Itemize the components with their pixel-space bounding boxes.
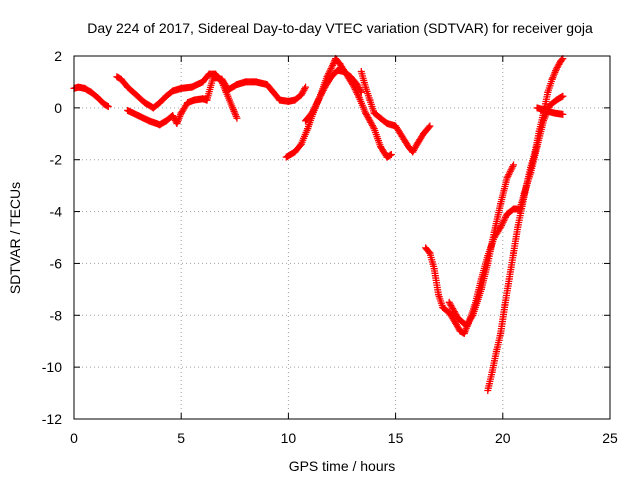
data-point xyxy=(509,163,517,171)
data-point xyxy=(326,66,334,74)
data-point xyxy=(315,94,323,102)
data-point xyxy=(313,99,321,107)
y-tick-label: -6 xyxy=(50,255,63,271)
tick-labels: 0 5 10 15 20 25 -12 -10 -8 -6 -4 -2 0 2 xyxy=(42,48,618,446)
data-point xyxy=(507,166,515,174)
x-tick-label: 10 xyxy=(281,430,297,446)
data-point xyxy=(325,68,333,76)
y-tick-label: -8 xyxy=(50,307,63,323)
data-point xyxy=(426,122,434,130)
data-point xyxy=(314,98,322,106)
y-tick-label: 0 xyxy=(54,100,62,116)
data-point xyxy=(354,90,362,98)
data-point xyxy=(503,174,511,182)
data-point xyxy=(506,167,514,175)
plot-frame xyxy=(73,55,611,420)
y-tick-label: 2 xyxy=(54,48,62,64)
data-point xyxy=(314,96,322,104)
x-tick-label: 0 xyxy=(70,430,78,446)
x-tick-label: 5 xyxy=(177,430,185,446)
data-point xyxy=(499,218,507,226)
x-tick-label: 20 xyxy=(495,430,511,446)
data-points xyxy=(70,55,567,394)
data-point xyxy=(387,151,395,159)
y-tick-label: -12 xyxy=(42,411,62,427)
data-point xyxy=(425,248,433,256)
data-point xyxy=(309,107,317,115)
data-point xyxy=(104,103,112,111)
data-point xyxy=(468,313,476,321)
data-point xyxy=(318,90,326,98)
data-point xyxy=(500,217,508,225)
data-point xyxy=(354,92,362,100)
data-point xyxy=(319,86,327,94)
data-point xyxy=(558,56,566,64)
data-point xyxy=(308,109,316,117)
data-point xyxy=(497,223,505,231)
data-point xyxy=(328,63,336,71)
y-tick-label: -2 xyxy=(50,152,63,168)
data-point xyxy=(505,171,513,179)
y-tick-label: -4 xyxy=(50,204,63,220)
chart-title: Day 224 of 2017, Sidereal Day-to-day VTE… xyxy=(87,20,593,36)
data-point xyxy=(310,106,318,114)
data-point xyxy=(311,103,319,111)
y-tick-label: -10 xyxy=(42,359,62,375)
data-point xyxy=(302,83,310,91)
data-point xyxy=(559,92,567,100)
data-point xyxy=(318,88,326,96)
y-axis-label: SDTVAR / TECUs xyxy=(7,182,23,294)
data-point xyxy=(233,114,241,122)
data-point xyxy=(301,85,309,93)
data-point xyxy=(316,93,324,101)
data-point xyxy=(329,61,337,69)
x-tick-label: 25 xyxy=(602,430,618,446)
data-point xyxy=(357,88,365,96)
data-point xyxy=(506,169,513,177)
data-point xyxy=(317,91,325,99)
data-point xyxy=(369,123,377,131)
data-point xyxy=(510,161,518,169)
x-axis-label: GPS time / hours xyxy=(289,458,396,474)
data-point xyxy=(356,87,364,95)
data-point xyxy=(327,65,335,73)
data-point xyxy=(425,123,433,131)
data-point xyxy=(501,215,509,223)
data-point xyxy=(501,213,509,221)
x-tick-label: 15 xyxy=(388,430,404,446)
data-point xyxy=(508,164,516,172)
data-point xyxy=(504,172,512,180)
data-point xyxy=(310,104,318,112)
data-point xyxy=(559,110,567,118)
data-point xyxy=(312,101,320,109)
data-point xyxy=(498,220,506,228)
